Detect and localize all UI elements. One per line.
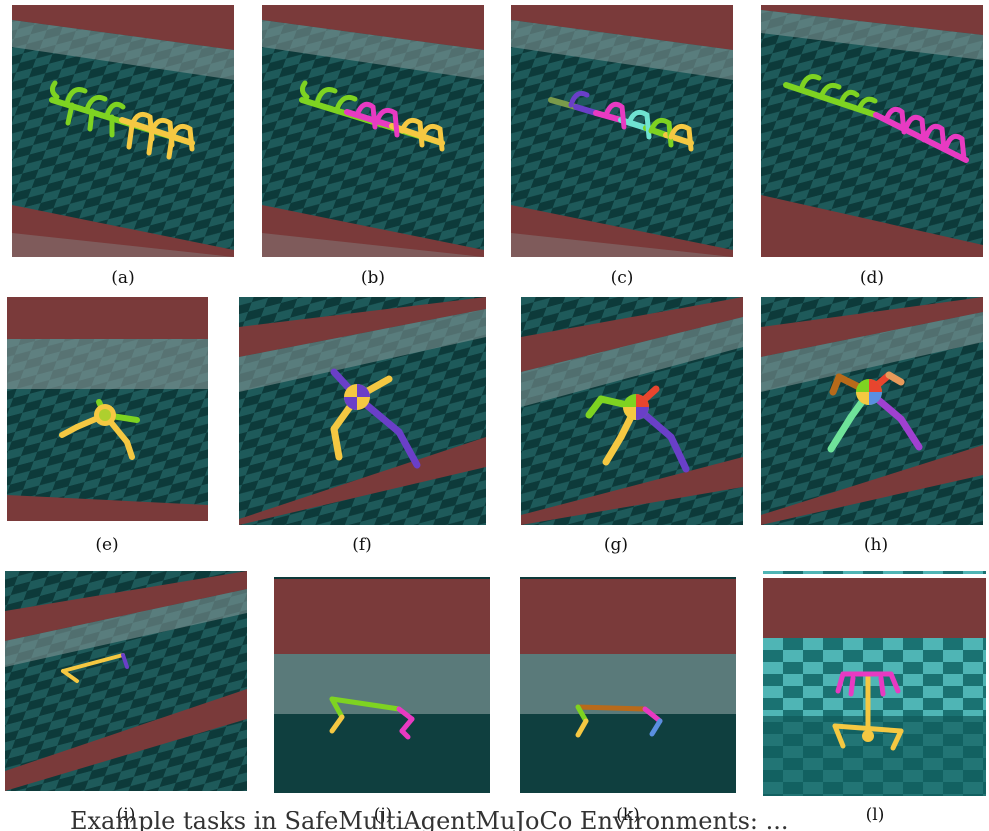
caption-j: (j) [373, 805, 393, 825]
panel-b [262, 5, 484, 257]
caption-b: (b) [360, 268, 386, 288]
halfcheetah-scene-j [274, 569, 490, 793]
panel-d [761, 5, 983, 257]
centipede-scene-a [12, 5, 234, 257]
centipede-scene-c [511, 5, 733, 257]
panel-e [7, 297, 208, 521]
panel-k [520, 569, 736, 793]
panel-a [12, 5, 234, 257]
caption-g: (g) [603, 535, 629, 555]
humanoid-scene-l [763, 566, 986, 796]
panel-f [239, 297, 486, 525]
caption-l: (l) [865, 805, 885, 825]
panel-g [521, 297, 743, 525]
panel-j [274, 569, 490, 793]
ant-scene-f [239, 297, 486, 525]
centipede-scene-d [761, 5, 983, 257]
caption-d: (d) [859, 268, 885, 288]
panel-h [761, 297, 983, 525]
caption-e: (e) [95, 535, 119, 555]
ant-scene-g [521, 297, 743, 525]
caption-f: (f) [352, 535, 372, 555]
figure-caption-text: Example tasks in SafeMultiAgentMuJoCo En… [70, 811, 789, 831]
swimmer-scene-i [5, 571, 247, 791]
ant-scene-e [7, 297, 208, 521]
halfcheetah-scene-k [520, 569, 736, 793]
panel-c [511, 5, 733, 257]
caption-k: (k) [616, 805, 640, 825]
caption-h: (h) [863, 535, 889, 555]
centipede-scene-b [262, 5, 484, 257]
panel-i [5, 571, 247, 791]
ant-scene-h [761, 297, 983, 525]
caption-a: (a) [111, 268, 135, 288]
panel-l [763, 566, 986, 796]
caption-i: (i) [116, 805, 136, 825]
caption-c: (c) [610, 268, 634, 288]
